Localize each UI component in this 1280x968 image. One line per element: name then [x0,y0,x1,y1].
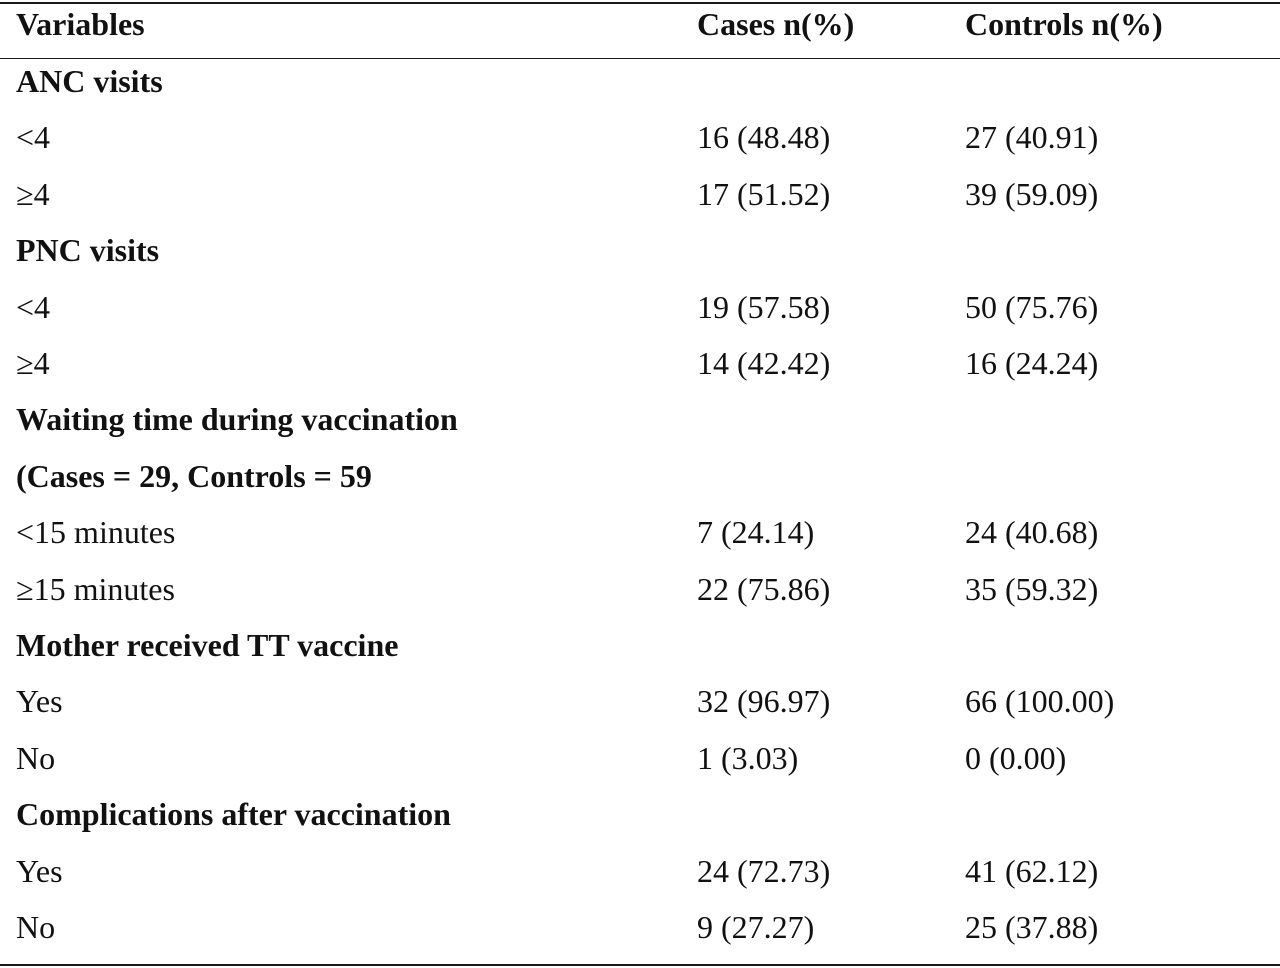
controls-value: 16 (24.24) [965,345,1099,381]
header-controls: Controls n(%) [965,6,1163,42]
table-row: ≥4 14 (42.42) 16 (24.24) [0,335,1280,391]
cases-value: 17 (51.52) [697,176,831,212]
table-row: Yes 24 (72.73) 41 (62.12) [0,843,1280,899]
variable-label: <4 [16,289,51,325]
cases-value: 7 (24.14) [697,514,815,550]
cases-value: 14 (42.42) [697,345,831,381]
header-cases: Cases n(%) [697,6,855,42]
cases-value: 9 (27.27) [697,909,815,945]
table-top-rule [0,2,1280,4]
table-row: ≥15 minutes 22 (75.86) 35 (59.32) [0,561,1280,617]
controls-value: 35 (59.32) [965,571,1099,607]
controls-value: 50 (75.76) [965,289,1099,325]
variable-label: <15 minutes [16,514,176,550]
table-row: No 9 (27.27) 25 (37.88) [0,899,1280,955]
controls-value: 24 (40.68) [965,514,1099,550]
variable-label: Yes [16,853,63,889]
variable-label: <4 [16,119,51,155]
header-variables: Variables [16,6,145,42]
cases-value: 1 (3.03) [697,740,799,776]
section-label: Waiting time during vaccination [16,401,458,437]
table-row: No 1 (3.03) 0 (0.00) [0,730,1280,786]
section-header-row: Waiting time during vaccination [0,391,1280,447]
table-header-rule [0,58,1280,59]
controls-value: 0 (0.00) [965,740,1067,776]
variable-label: ≥4 [16,345,50,381]
section-header-row: (Cases = 29, Controls = 59 [0,448,1280,504]
cases-value: 19 (57.58) [697,289,831,325]
table-row: <4 16 (48.48) 27 (40.91) [0,109,1280,165]
section-label: Mother received TT vaccine [16,627,399,663]
table-header-row: Variables Cases n(%) Controls n(%) [0,0,1280,52]
section-label: (Cases = 29, Controls = 59 [16,458,372,494]
controls-value: 66 (100.00) [965,683,1115,719]
table-row: <4 19 (57.58) 50 (75.76) [0,279,1280,335]
section-header-row: Complications after vaccination [0,786,1280,842]
table-row: <15 minutes 7 (24.14) 24 (40.68) [0,504,1280,560]
variable-label: ≥15 minutes [16,571,175,607]
table-row: ≥4 17 (51.52) 39 (59.09) [0,166,1280,222]
section-header-row: Mother received TT vaccine [0,617,1280,673]
table-row: Yes 32 (96.97) 66 (100.00) [0,673,1280,729]
variable-label: Yes [16,683,63,719]
section-header-row: ANC visits [0,53,1280,109]
controls-value: 27 (40.91) [965,119,1099,155]
controls-value: 39 (59.09) [965,176,1099,212]
table-bottom-rule [0,964,1280,966]
section-label: Complications after vaccination [16,796,451,832]
variable-label: ≥4 [16,176,50,212]
variable-label: No [16,740,56,776]
section-label: PNC visits [16,232,160,268]
controls-value: 25 (37.88) [965,909,1099,945]
section-label: ANC visits [16,63,163,99]
section-header-row: PNC visits [0,222,1280,278]
cases-value: 32 (96.97) [697,683,831,719]
variable-label: No [16,909,56,945]
controls-value: 41 (62.12) [965,853,1099,889]
cases-value: 24 (72.73) [697,853,831,889]
cases-value: 16 (48.48) [697,119,831,155]
cases-value: 22 (75.86) [697,571,831,607]
